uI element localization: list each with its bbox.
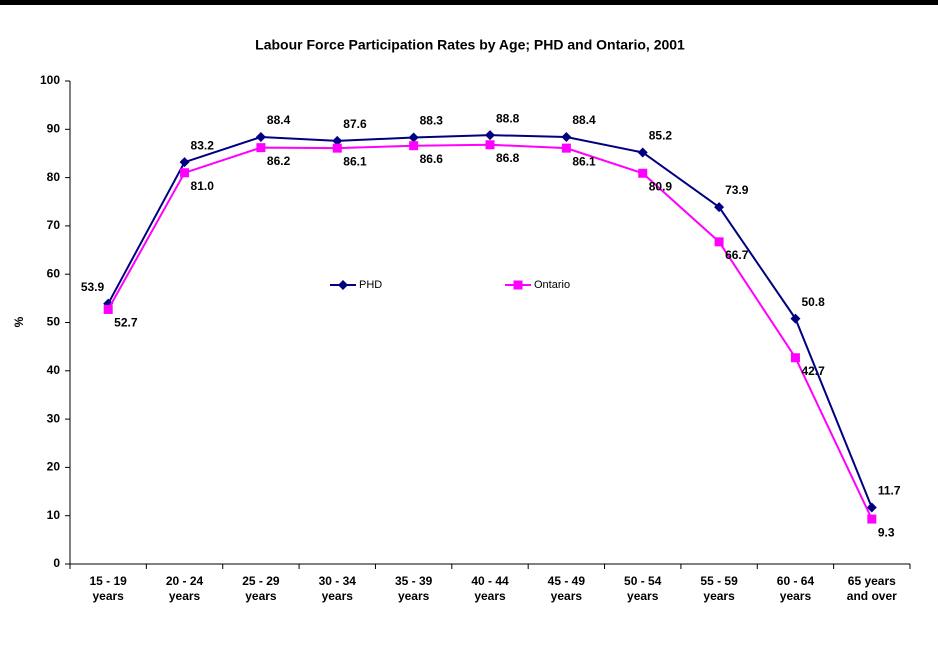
x-tick-label: 15 - 19 years [89, 574, 127, 603]
y-tick-label: 0 [53, 556, 60, 570]
marker [409, 141, 419, 151]
data-label: 88.3 [420, 114, 444, 128]
y-tick-label: 80 [47, 170, 61, 184]
x-tick-label: 35 - 39 years [394, 574, 433, 603]
y-tick-label: 40 [47, 363, 61, 377]
data-label: 88.8 [496, 111, 520, 125]
marker [790, 353, 800, 363]
data-label: 86.1 [343, 154, 367, 168]
series-line [107, 143, 873, 520]
data-label: 86.6 [420, 152, 444, 166]
marker [408, 132, 419, 143]
marker [866, 502, 877, 513]
marker [637, 147, 648, 158]
data-label: 73.9 [725, 183, 749, 197]
y-tick-label: 20 [47, 460, 61, 474]
y-tick-label: 90 [47, 121, 61, 135]
x-tick-label: 55 - 59 years [700, 574, 738, 603]
x-tick-label: 45 - 49 years [547, 574, 586, 603]
y-tick-label: 70 [47, 218, 61, 232]
data-label: 42.7 [801, 364, 825, 378]
data-label: 83.2 [191, 138, 215, 152]
marker [103, 304, 113, 314]
data-label: 86.1 [572, 154, 596, 168]
chart-title: Labour Force Participation Rates by Age;… [255, 37, 685, 53]
marker [332, 143, 342, 153]
data-label: 52.7 [114, 316, 138, 330]
marker [332, 135, 343, 146]
x-tick-label: 40 - 44 years [471, 574, 509, 603]
marker [180, 168, 190, 178]
data-label: 50.8 [801, 295, 825, 309]
marker [255, 132, 266, 143]
y-tick-label: 100 [40, 73, 60, 87]
marker [485, 130, 495, 141]
data-label: 85.2 [649, 129, 673, 143]
top-bar [0, 0, 938, 5]
x-tick-label: 25 - 29 years [242, 574, 280, 603]
marker [638, 168, 648, 178]
x-tick-label: 65 years and over [846, 574, 897, 603]
data-label: 81.0 [191, 179, 215, 193]
data-label: 80.9 [649, 179, 673, 193]
marker [561, 143, 571, 153]
marker [179, 157, 190, 168]
marker [513, 280, 523, 290]
y-tick-label: 10 [47, 508, 61, 522]
marker [485, 140, 495, 150]
marker [338, 280, 348, 290]
x-tick-label: 20 - 24 years [165, 574, 204, 603]
y-axis-label: % [12, 316, 26, 327]
marker [256, 143, 266, 153]
marker [561, 132, 572, 143]
data-label: 88.4 [572, 113, 596, 127]
y-tick-label: 30 [47, 411, 61, 425]
data-label: 9.3 [878, 525, 895, 539]
legend-label: PHD [359, 279, 382, 291]
data-label: 66.7 [725, 248, 749, 262]
marker [867, 514, 877, 524]
x-tick-label: 30 - 34 years [318, 574, 356, 603]
data-label: 86.8 [496, 151, 520, 165]
data-label: 11.7 [878, 484, 901, 498]
data-label: 88.4 [267, 113, 291, 127]
x-tick-label: 50 - 54 years [624, 574, 662, 603]
y-tick-label: 60 [47, 266, 61, 280]
y-tick-label: 50 [47, 315, 61, 329]
marker [790, 313, 801, 324]
data-label: 86.2 [267, 154, 291, 168]
x-tick-label: 60 - 64 years [776, 574, 815, 603]
data-label: 87.6 [343, 117, 367, 131]
series-line [107, 134, 873, 508]
legend-label: Ontario [534, 279, 570, 291]
data-label: 53.9 [81, 280, 105, 294]
marker [714, 237, 724, 247]
marker [714, 202, 725, 213]
